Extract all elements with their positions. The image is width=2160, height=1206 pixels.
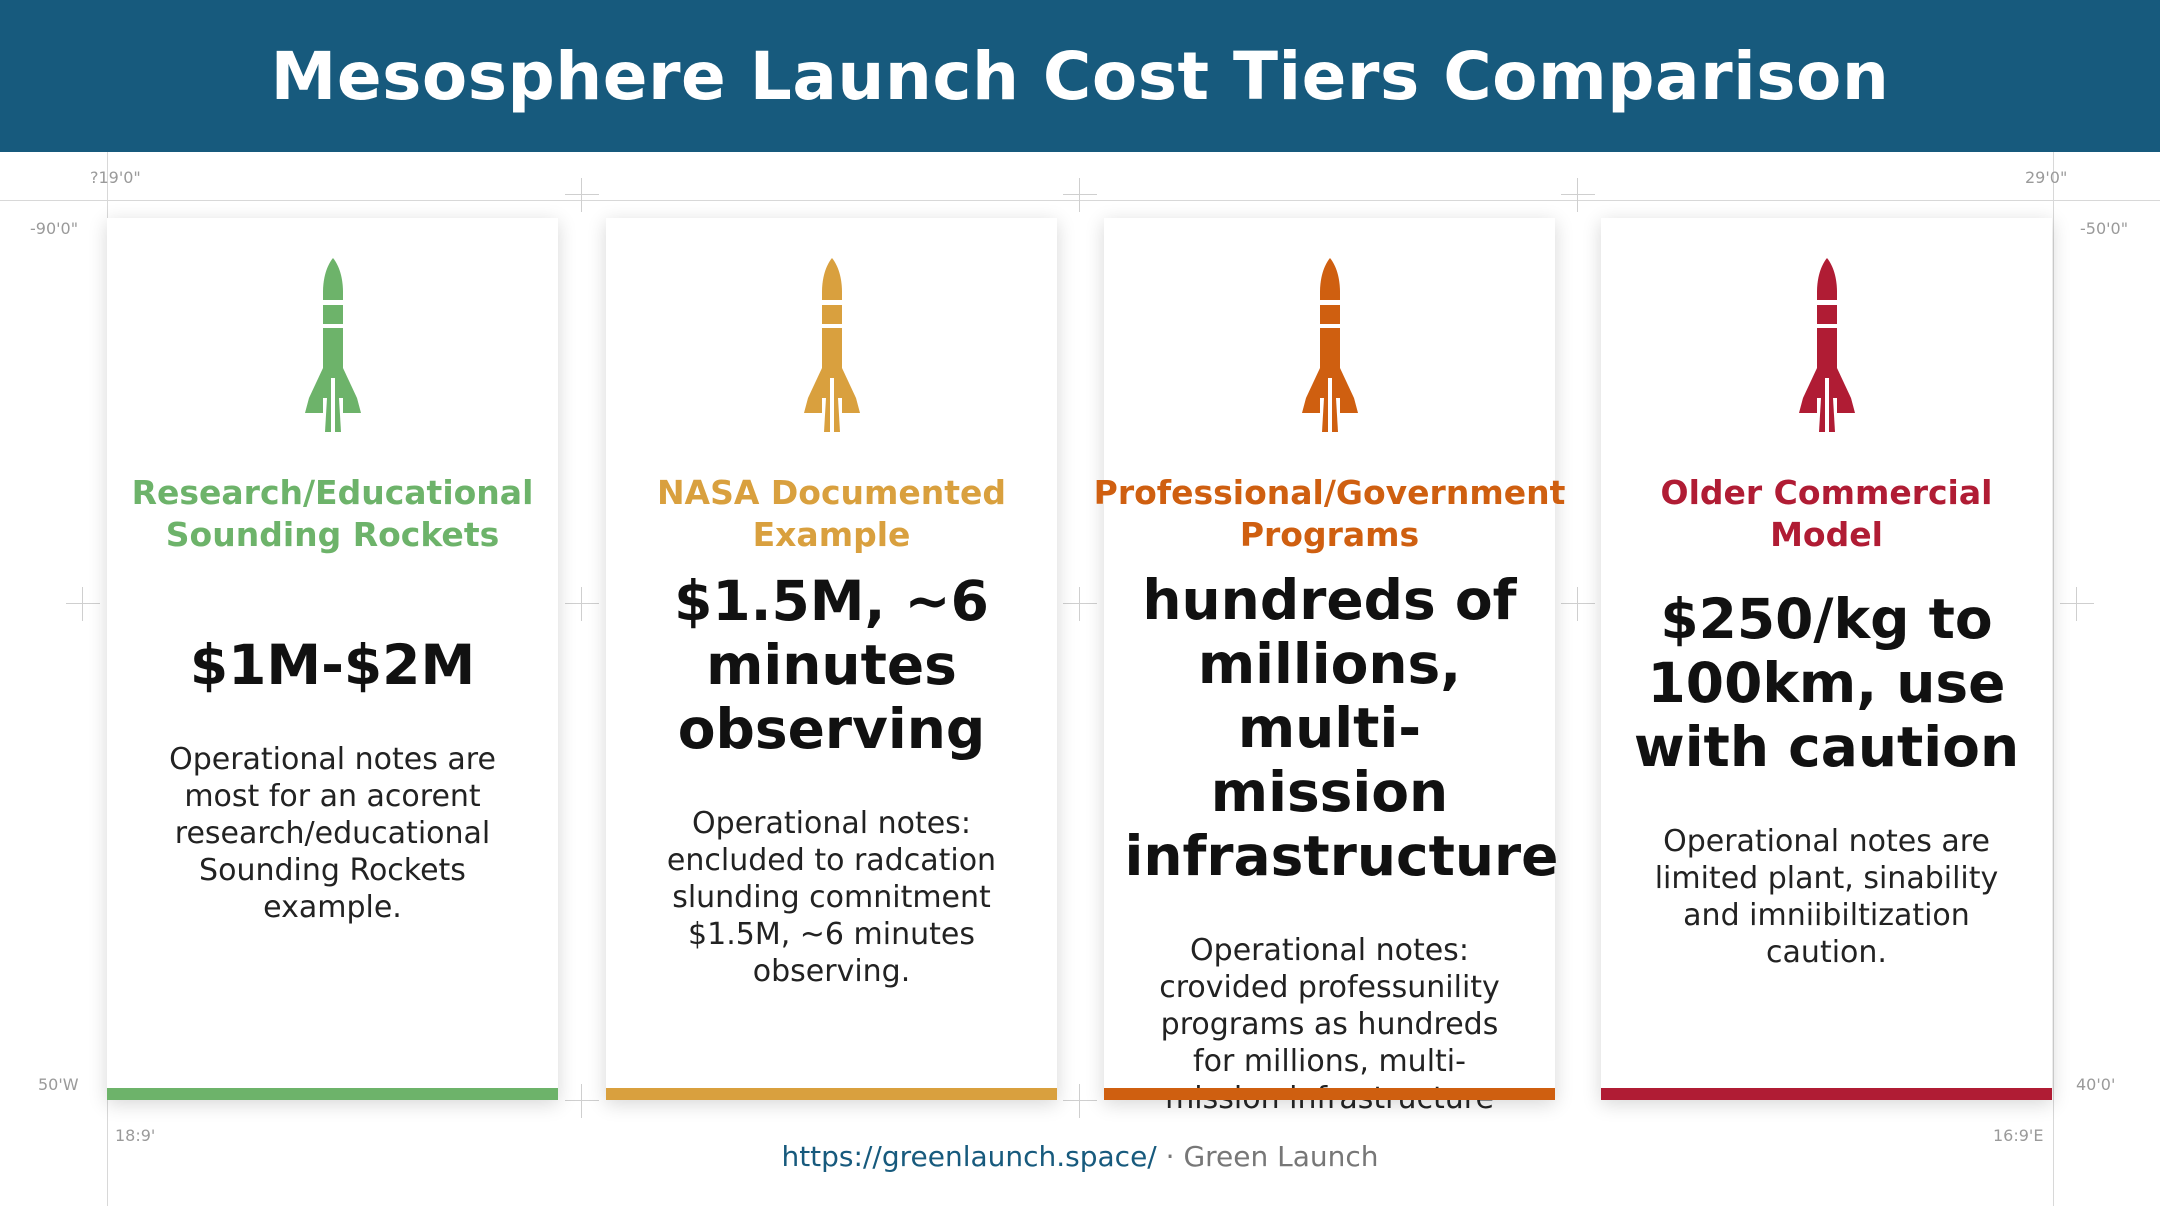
- footer-url[interactable]: https://greenlaunch.space/: [781, 1140, 1157, 1173]
- footer: https://greenlaunch.space/ · Green Launc…: [0, 1140, 2160, 1173]
- tier-label: NASA Documented Example: [656, 473, 1007, 554]
- marker: 16:9'E: [1993, 1126, 2044, 1145]
- tier-card: NASA Documented Example $1.5M, ~6 minute…: [606, 218, 1057, 1100]
- rocket-icon: [1301, 258, 1358, 432]
- crosshair: [1561, 178, 1595, 212]
- title: Mesosphere Launch Cost Tiers Comparison: [270, 37, 1890, 115]
- card-content: $1M-$2M Operational notes are most for a…: [158, 568, 508, 1100]
- tier-notes: Operational notes: encluded to radcation…: [666, 805, 997, 989]
- tier-price: $1.5M, ~6 minutes observing: [674, 568, 989, 761]
- rocket-icon: [1798, 258, 1855, 432]
- crosshair: [1063, 587, 1097, 621]
- tier-card: Older Commercial Model $250/kg to 100km,…: [1601, 218, 2052, 1100]
- crosshair: [1063, 178, 1097, 212]
- guide-line: [2053, 152, 2054, 1206]
- tier-label: Older Commercial Model: [1660, 473, 1993, 554]
- tier-card: Professional/Government Programs hundred…: [1094, 218, 1565, 1116]
- rocket-icon: [803, 258, 860, 432]
- rocket-icon: [304, 258, 361, 432]
- marker: 18:9': [115, 1126, 156, 1145]
- crosshair: [565, 178, 599, 212]
- tier-notes: Operational notes are limited plant, sin…: [1654, 824, 1999, 970]
- crosshair: [565, 1084, 599, 1118]
- tier-notes: Operational notes are most for an acoren…: [169, 741, 496, 925]
- marker: 40'0': [2076, 1075, 2116, 1094]
- card-content: $1.5M, ~6 minutes observing Operational …: [627, 568, 1037, 1100]
- accent-bar: [107, 1088, 558, 1100]
- tier-price: $250/kg to 100km, use with caution: [1633, 587, 2020, 779]
- card-content: $250/kg to 100km, use with caution Opera…: [1622, 568, 2032, 1100]
- crosshair: [66, 587, 100, 621]
- tier-price: hundreds of millions, multi-mission infr…: [1124, 568, 1559, 888]
- crosshair: [1561, 587, 1595, 621]
- card-content: hundreds of millions, multi-mission infr…: [1124, 568, 1559, 1206]
- marker: 50'W: [38, 1075, 79, 1094]
- marker: ?19'0": [90, 168, 141, 187]
- marker: -90'0": [30, 219, 79, 238]
- accent-bar: [1601, 1088, 2052, 1100]
- tier-label: Professional/Government Programs: [1093, 473, 1566, 554]
- guide-line: [0, 200, 2160, 201]
- header: Mesosphere Launch Cost Tiers Comparison: [0, 0, 2160, 152]
- crosshair: [2060, 587, 2094, 621]
- tier-price: $1M-$2M: [189, 632, 476, 697]
- accent-bar: [606, 1088, 1057, 1100]
- crosshair: [1063, 1084, 1097, 1118]
- marker: 29'0": [2025, 168, 2068, 187]
- crosshair: [565, 587, 599, 621]
- tier-label: Research/Educational Sounding Rockets: [131, 473, 534, 554]
- footer-brand: · Green Launch: [1165, 1140, 1379, 1173]
- tier-card: Research/Educational Sounding Rockets $1…: [107, 218, 558, 1100]
- marker: -50'0": [2080, 219, 2129, 238]
- accent-bar: [1104, 1088, 1555, 1100]
